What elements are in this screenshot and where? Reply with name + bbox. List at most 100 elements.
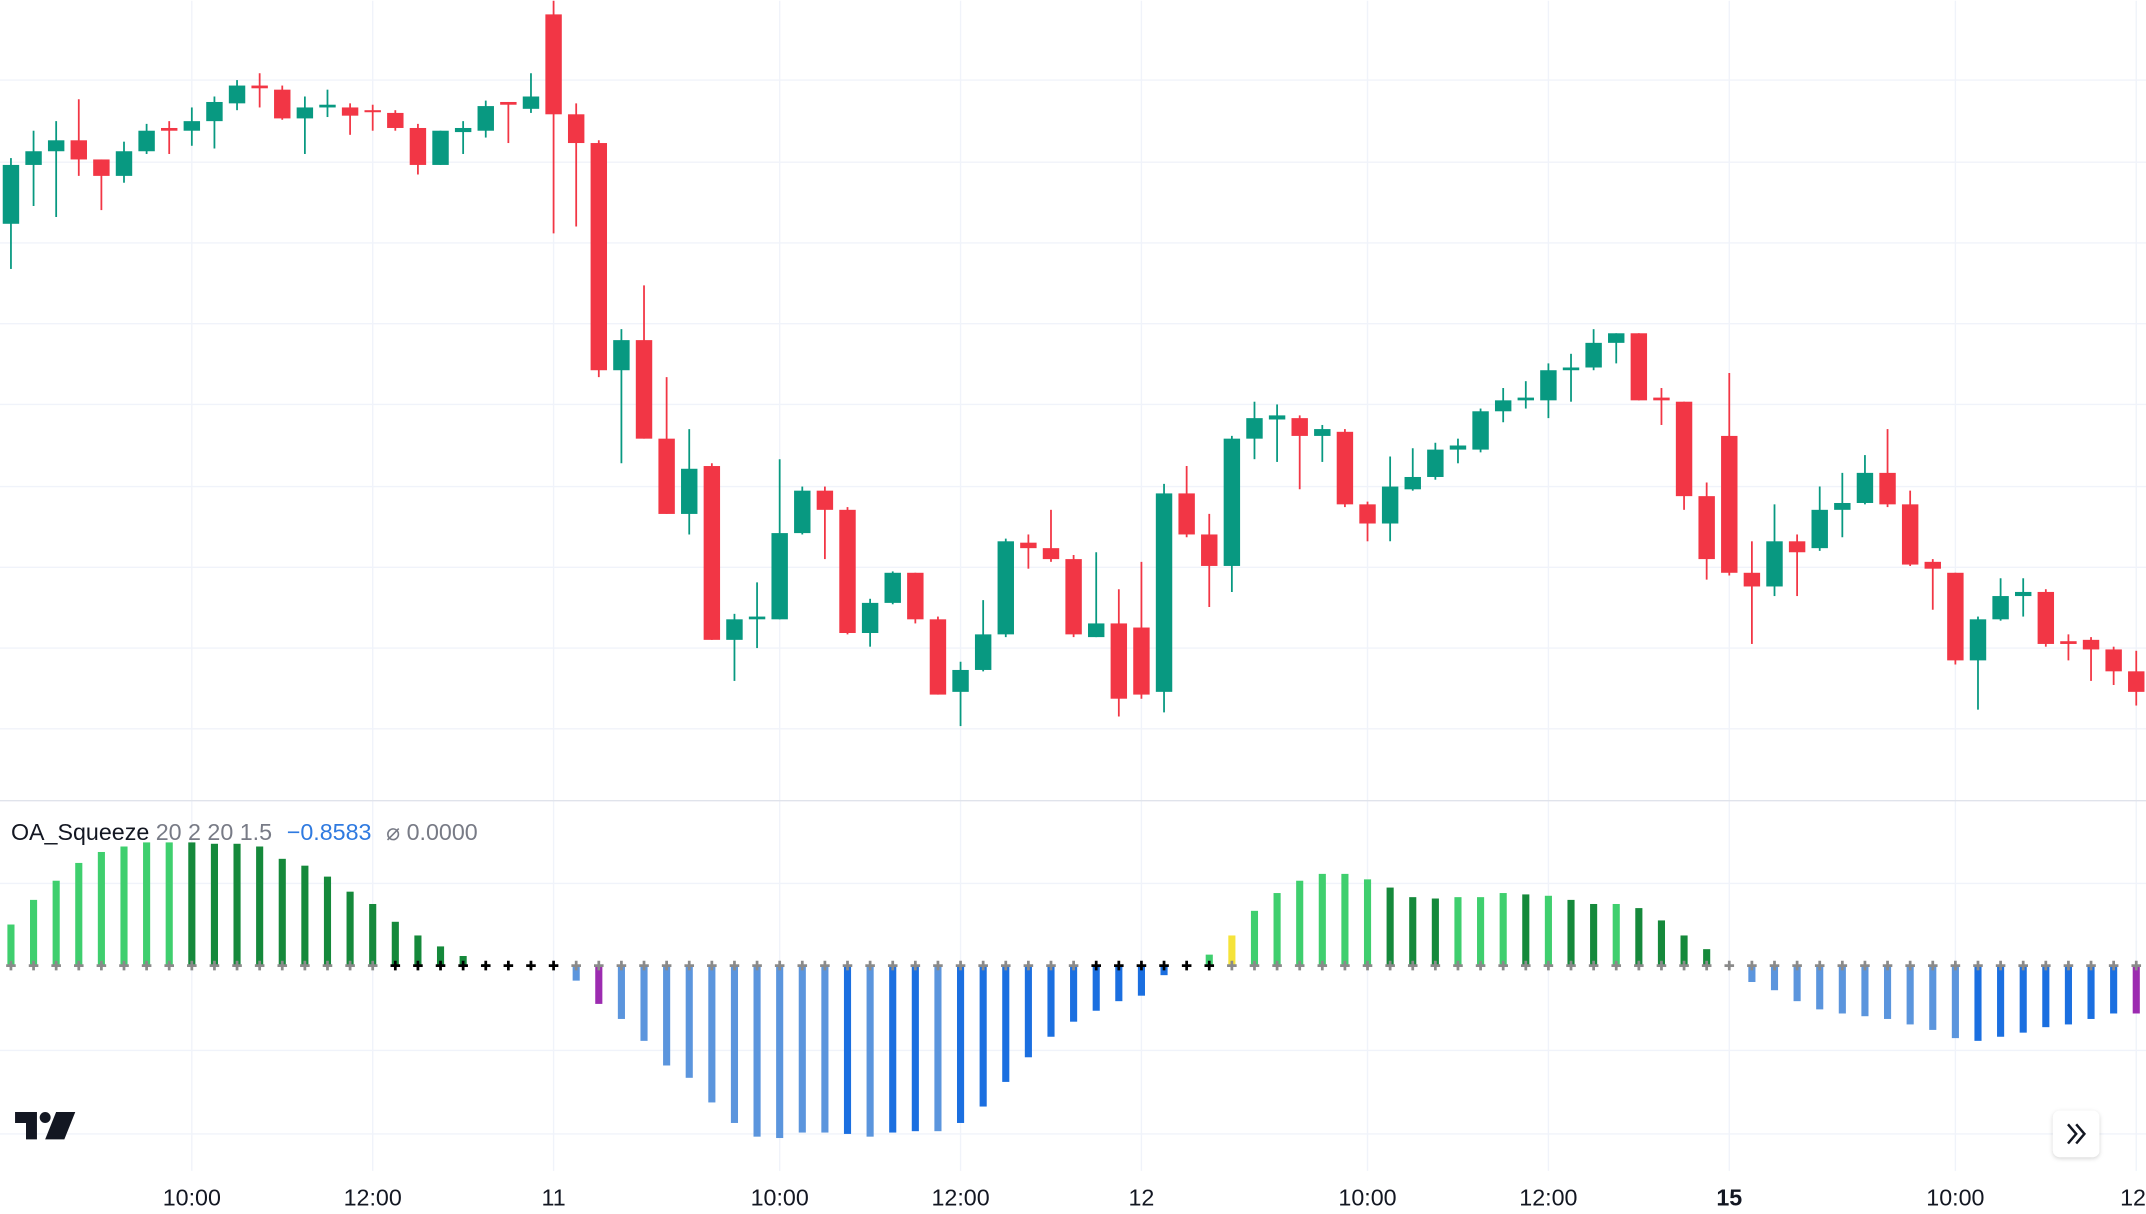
squeeze-cross: [1340, 960, 1350, 971]
squeeze-cross: [187, 960, 197, 971]
candle-body: [93, 159, 110, 176]
squeeze-cross: [1679, 960, 1689, 971]
histogram-bar: [1522, 894, 1530, 966]
histogram-bar: [708, 965, 716, 1103]
histogram-bar: [1997, 965, 2005, 1037]
histogram-bar: [1070, 965, 1078, 1022]
histogram-bar: [979, 965, 987, 1107]
zero-symbol: ⌀: [386, 819, 400, 845]
histogram-bar: [1409, 897, 1417, 966]
histogram-bar: [210, 843, 218, 966]
squeeze-cross: [1068, 960, 1079, 971]
histogram-bar: [776, 965, 784, 1139]
squeeze-cross: [2041, 960, 2051, 971]
histogram-bar: [1205, 954, 1213, 966]
squeeze-cross: [2063, 960, 2074, 971]
candle-body: [364, 110, 381, 113]
candle-body: [138, 130, 155, 152]
x-tick-label: 12: [1128, 1185, 1154, 1211]
candle-body: [1020, 542, 1037, 549]
squeeze-cross: [1159, 960, 1169, 971]
candle-body: [1608, 333, 1625, 343]
squeeze-cross: [1204, 960, 1215, 971]
candle-body: [703, 466, 721, 640]
squeeze-cross: [1995, 960, 2006, 971]
histogram-bar: [843, 965, 852, 1134]
scroll-button[interactable]: [2052, 1110, 2100, 1158]
squeeze-cross: [367, 960, 378, 971]
histogram-bar: [730, 965, 739, 1123]
x-tick-label: 10:00: [163, 1185, 221, 1211]
squeeze-cross: [1973, 960, 1983, 971]
x-tick-label: 12:00: [931, 1185, 989, 1211]
squeeze-cross: [707, 960, 717, 971]
histogram-bar: [1002, 965, 1010, 1082]
squeeze-cross: [413, 960, 423, 971]
candle-body: [115, 151, 133, 176]
x-tick-label: 15: [1716, 1185, 1742, 1211]
histogram-bar: [617, 965, 625, 1019]
candle-body: [25, 151, 42, 165]
squeeze-cross: [435, 960, 446, 971]
candle-body: [1314, 429, 1331, 436]
candle-body: [1517, 397, 1535, 401]
histogram-bar: [1024, 965, 1032, 1058]
squeeze-cross: [1317, 960, 1328, 971]
histogram-bar: [256, 846, 264, 966]
histogram-bar: [278, 858, 286, 966]
logo-part: [45, 1112, 76, 1140]
squeeze-cross: [1521, 960, 1531, 971]
squeeze-cross: [797, 960, 808, 971]
squeeze-cross: [1181, 960, 1192, 971]
squeeze-cross: [1498, 960, 1508, 971]
squeeze-cross: [1611, 960, 1622, 971]
candle-body: [1856, 472, 1874, 503]
candle-body: [1110, 623, 1128, 699]
candle-body: [161, 127, 178, 131]
candle-body: [1042, 548, 1060, 560]
logo: [15, 1112, 76, 1140]
candle-body: [500, 101, 517, 105]
histogram-bar: [75, 862, 83, 966]
histogram-bar: [889, 965, 897, 1133]
squeeze-cross: [1023, 960, 1034, 971]
indicator-name: OA_Squeeze: [11, 819, 149, 845]
squeeze-cross: [526, 960, 536, 971]
candle-body: [1969, 619, 1987, 661]
candle-body: [861, 602, 879, 634]
squeeze-cross: [910, 960, 921, 971]
histogram-bar: [1974, 965, 1982, 1041]
histogram-bar: [753, 965, 761, 1137]
histogram-bar: [1590, 903, 1598, 966]
candle-body: [1698, 496, 1715, 560]
histogram-bar: [640, 965, 648, 1041]
candle-body: [907, 572, 924, 620]
histogram-bar: [1816, 965, 1824, 1010]
squeeze-cross: [119, 960, 129, 971]
candle-body: [2, 164, 20, 224]
candle-body: [771, 533, 788, 620]
candle-body: [387, 112, 404, 128]
squeeze-cross: [729, 960, 740, 971]
histogram-bar: [1567, 899, 1575, 966]
squeeze-cross: [277, 960, 288, 971]
histogram-bar: [1273, 893, 1281, 966]
squeeze-cross: [548, 960, 559, 971]
scroll-icon[interactable]: [2067, 1123, 2087, 1145]
histogram-bar: [165, 842, 173, 966]
candle-body: [1246, 418, 1263, 439]
histogram-bar: [2042, 965, 2050, 1028]
histogram-bar: [1861, 965, 1869, 1017]
candle-body: [2128, 671, 2145, 692]
squeeze-cross: [1747, 960, 1757, 971]
squeeze-cross: [933, 960, 943, 971]
candle-body: [1811, 509, 1828, 549]
squeeze-cross: [571, 960, 581, 971]
marks: [2, 0, 2145, 1139]
histogram-bar: [1228, 935, 1236, 966]
histogram-bar: [1137, 965, 1145, 996]
squeeze-cross: [1588, 960, 1599, 971]
candle-body: [839, 509, 856, 634]
squeeze-cross: [164, 960, 175, 971]
logo-part: [15, 1112, 37, 1140]
